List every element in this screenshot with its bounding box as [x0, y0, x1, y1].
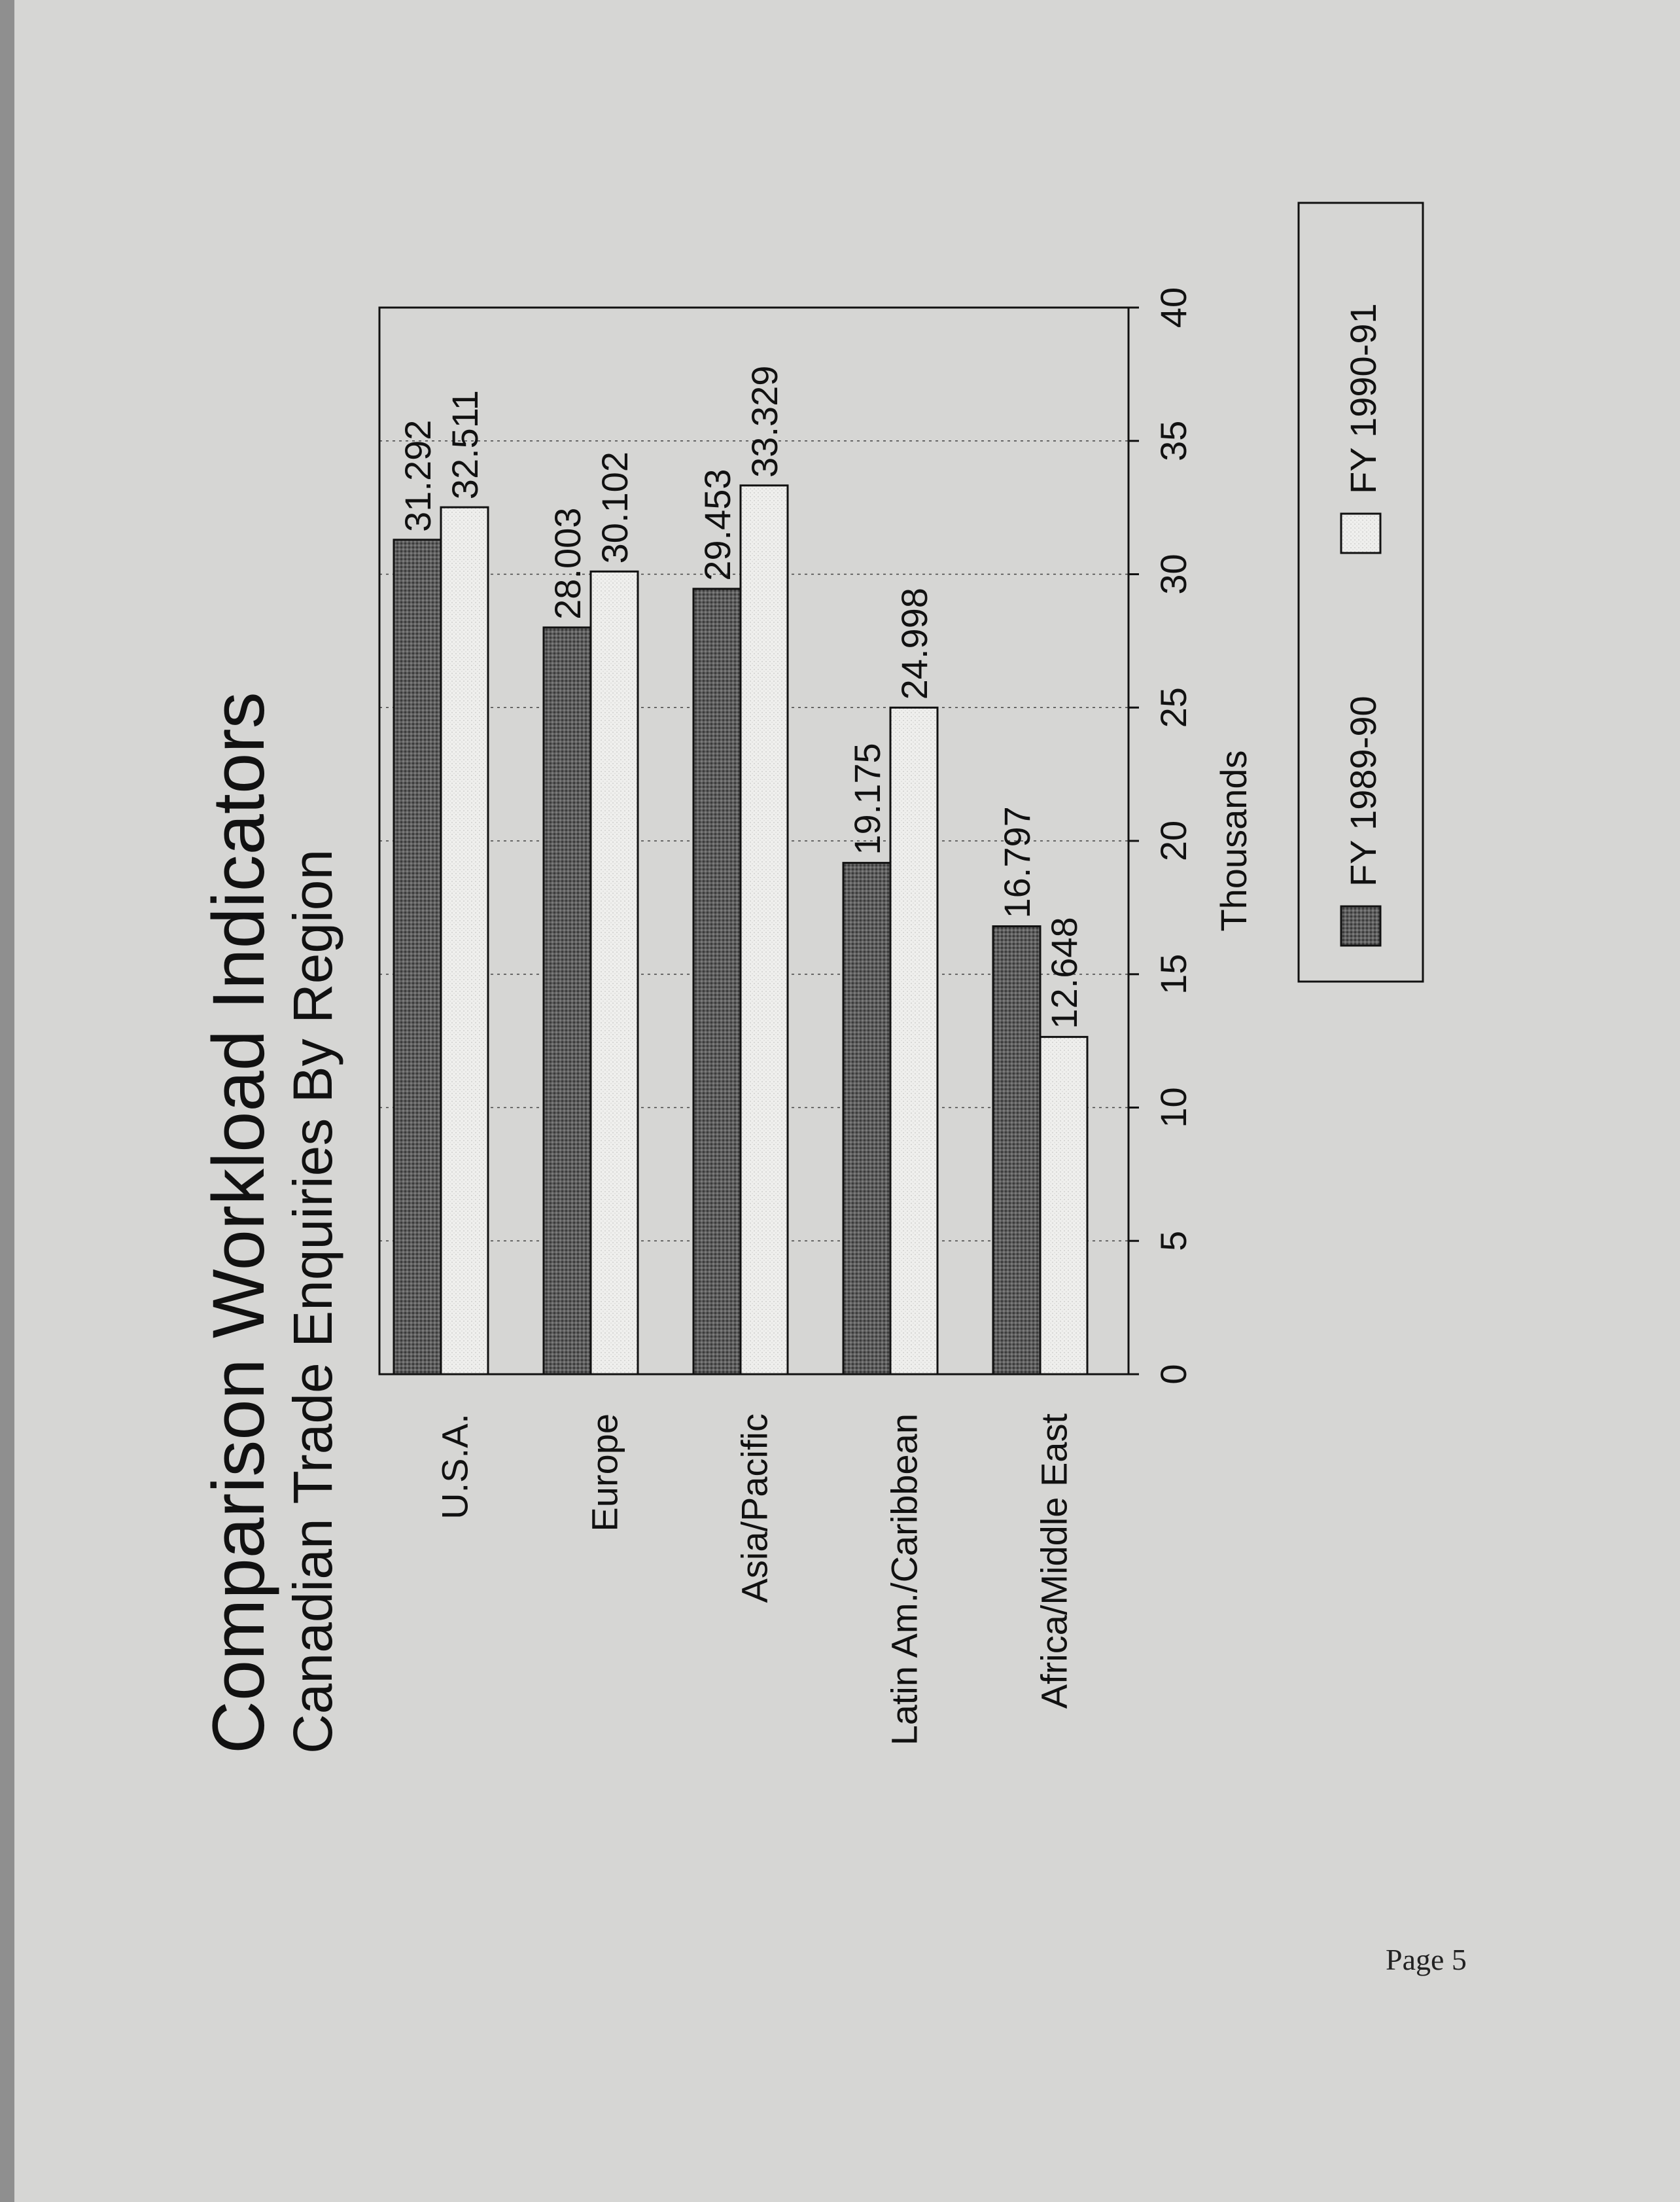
bar-fy-1990-91 — [440, 506, 489, 1376]
x-tick-label: 5 — [1153, 1231, 1194, 1251]
chart-subtitle: Canadian Trade Enquiries By Region — [282, 849, 343, 1754]
data-label: 16.797 — [996, 806, 1038, 918]
x-tick-label: 20 — [1153, 821, 1194, 861]
page-number: Page 5 — [1386, 1943, 1467, 1976]
bar-fy-1990-91 — [589, 570, 639, 1376]
rotated-chart-block: Comparison Workload Indicators Canadian … — [196, 144, 1492, 1793]
x-axis-title: Thousands — [1213, 750, 1254, 931]
data-label: 12.648 — [1043, 917, 1085, 1029]
legend-label: FY 1989-90 — [1342, 696, 1384, 887]
category-label: Latin Am./Caribbean — [884, 1413, 925, 1745]
category-label: Africa/Middle East — [1034, 1413, 1075, 1709]
legend-swatch — [1340, 512, 1382, 554]
data-label: 29.453 — [697, 469, 738, 581]
x-tick-label: 30 — [1153, 554, 1194, 594]
x-tick-label: 25 — [1153, 687, 1194, 728]
chart-title: Comparison Workload Indicators — [198, 692, 279, 1754]
legend-swatch — [1340, 905, 1382, 947]
legend-label: FY 1990-91 — [1342, 303, 1384, 494]
bar-fy-1990-91 — [889, 706, 939, 1376]
bar-fy-1989-90 — [393, 539, 442, 1376]
data-label: 30.102 — [594, 452, 635, 563]
legend-box — [1297, 202, 1424, 983]
category-label: Europe — [584, 1413, 625, 1532]
page-edge — [0, 0, 14, 2202]
bar-fy-1989-90 — [692, 588, 742, 1376]
x-tick-label: 10 — [1153, 1087, 1194, 1128]
x-tick-label: 15 — [1153, 954, 1194, 995]
bar-fy-1990-91 — [1039, 1036, 1089, 1376]
data-label: 19.175 — [847, 743, 888, 855]
bars — [393, 484, 1089, 1376]
plot-frame — [378, 306, 1130, 1376]
data-label: 24.998 — [894, 588, 935, 700]
data-label: 28.003 — [547, 508, 588, 620]
bar-fy-1989-90 — [542, 626, 592, 1376]
x-tick-label: 40 — [1153, 287, 1194, 328]
data-label: 32.511 — [444, 390, 485, 499]
bar-fy-1989-90 — [992, 925, 1041, 1376]
category-label: U.S.A. — [434, 1413, 476, 1519]
bar-fy-1989-90 — [842, 862, 892, 1376]
data-label: 33.329 — [744, 366, 785, 478]
x-tick-label: 0 — [1153, 1364, 1194, 1384]
bar-fy-1990-91 — [739, 484, 789, 1376]
bar-chart: 0 5 10 15 20 25 30 35 40 Thousands U.S.A. 31.292 32.… — [378, 202, 1424, 1745]
category-label: Asia/Pacific — [734, 1413, 775, 1603]
labels: 0 5 10 15 20 25 30 35 40 Thousands U.S.A. 31.292 32.… — [397, 202, 1424, 1745]
data-label: 31.292 — [397, 420, 438, 532]
x-tick-label: 35 — [1153, 421, 1194, 461]
